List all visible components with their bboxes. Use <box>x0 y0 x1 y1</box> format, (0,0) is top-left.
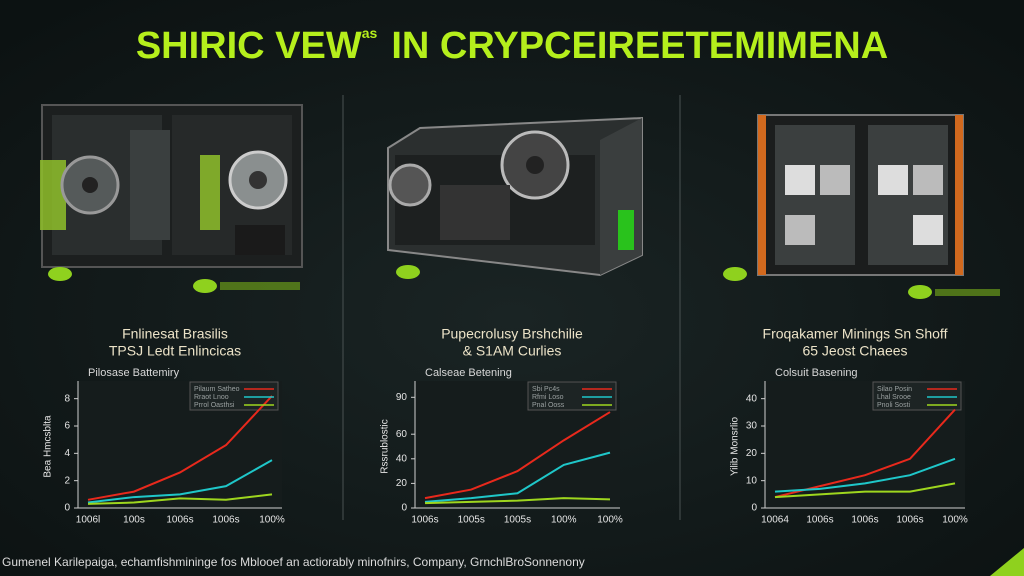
x-tick-label: 1005s <box>458 515 485 526</box>
hardware-image <box>723 114 1000 299</box>
footer: Gumenel Karilepaiga, echamfishmininge fo… <box>2 555 585 569</box>
chart-title: Colsuit Basening <box>775 367 858 379</box>
x-tick-label: 1006s <box>851 515 878 526</box>
panel-heading: Pupecrolusy Brshchilie <box>441 326 583 342</box>
panel-heading: Froqakamer Minings Sn Shoff <box>763 326 948 342</box>
y-axis-label: Bea Hmcsblta <box>43 415 54 478</box>
y-tick-label: 4 <box>64 448 70 459</box>
x-tick-label: 100% <box>259 515 285 526</box>
series-line <box>424 451 611 503</box>
series-line <box>424 497 611 505</box>
x-tick-label: 1006s <box>166 515 193 526</box>
legend-label: Rraot Lnoo <box>194 394 229 401</box>
x-tick-label: 1006s <box>806 515 833 526</box>
x-tick-label: 1006s <box>411 515 438 526</box>
y-tick-label: 8 <box>64 393 70 404</box>
hardware-image <box>40 104 303 293</box>
legend-label: Pnoli Sosti <box>877 402 911 409</box>
x-tick-label: 100% <box>551 515 577 526</box>
legend-label: Sbi Pc4s <box>532 386 560 393</box>
y-tick-label: 0 <box>751 503 757 514</box>
legend-label: Pilaum Satheo <box>194 386 240 393</box>
y-tick-label: 2 <box>64 475 70 486</box>
y-tick-label: 6 <box>64 421 70 432</box>
legend-label: Rfmi Loso <box>532 394 564 401</box>
y-tick-label: 90 <box>396 392 408 403</box>
chart-title: Calseae Betening <box>425 367 512 379</box>
x-tick-label: 100% <box>942 515 968 526</box>
y-axis-label: Yilib Monsrlio <box>730 417 741 477</box>
x-tick-label: 100% <box>597 515 623 526</box>
series-line <box>87 493 273 505</box>
y-tick-label: 20 <box>746 448 758 459</box>
legend-label: Lhal Srooe <box>877 394 911 401</box>
series-line <box>774 457 956 493</box>
x-tick-label: 1006l <box>76 515 100 526</box>
y-tick-label: 20 <box>396 478 408 489</box>
x-tick-label: 100s <box>123 515 145 526</box>
y-tick-label: 40 <box>396 453 408 464</box>
y-tick-label: 40 <box>746 393 758 404</box>
y-tick-label: 0 <box>64 503 70 514</box>
chart-title: Pilosase Battemiry <box>88 367 180 379</box>
panel-heading: & S1AM Curlies <box>463 343 562 359</box>
panel-heading: 65 Jeost Chaees <box>802 343 907 359</box>
x-tick-label: 10064 <box>761 515 789 526</box>
x-tick-label: 1006s <box>212 515 239 526</box>
x-tick-label: 1005s <box>504 515 531 526</box>
panel-heading: Fnlinesat Brasilis <box>122 326 228 342</box>
legend-label: Pnal Ooss <box>532 402 565 409</box>
series-line <box>87 395 273 501</box>
y-tick-label: 30 <box>746 421 758 432</box>
series-line <box>774 482 956 499</box>
slide-title: SHIRIC VEWas IN CRYPCEIREETEMIMENA <box>136 25 888 67</box>
y-tick-label: 60 <box>396 429 408 440</box>
corner-accent <box>990 548 1024 576</box>
y-tick-label: 0 <box>401 503 407 514</box>
y-axis-label: Rssrublostic <box>380 419 391 473</box>
panel-heading: TPSJ Ledt Enlincicas <box>109 343 241 359</box>
hardware-image <box>387 116 643 279</box>
legend-label: Prrol Oasthsi <box>194 402 235 409</box>
series-line <box>87 459 273 504</box>
legend-label: Silao Posin <box>877 386 912 393</box>
x-tick-label: 1006s <box>896 515 923 526</box>
series-line <box>424 411 611 500</box>
y-tick-label: 10 <box>746 475 758 486</box>
